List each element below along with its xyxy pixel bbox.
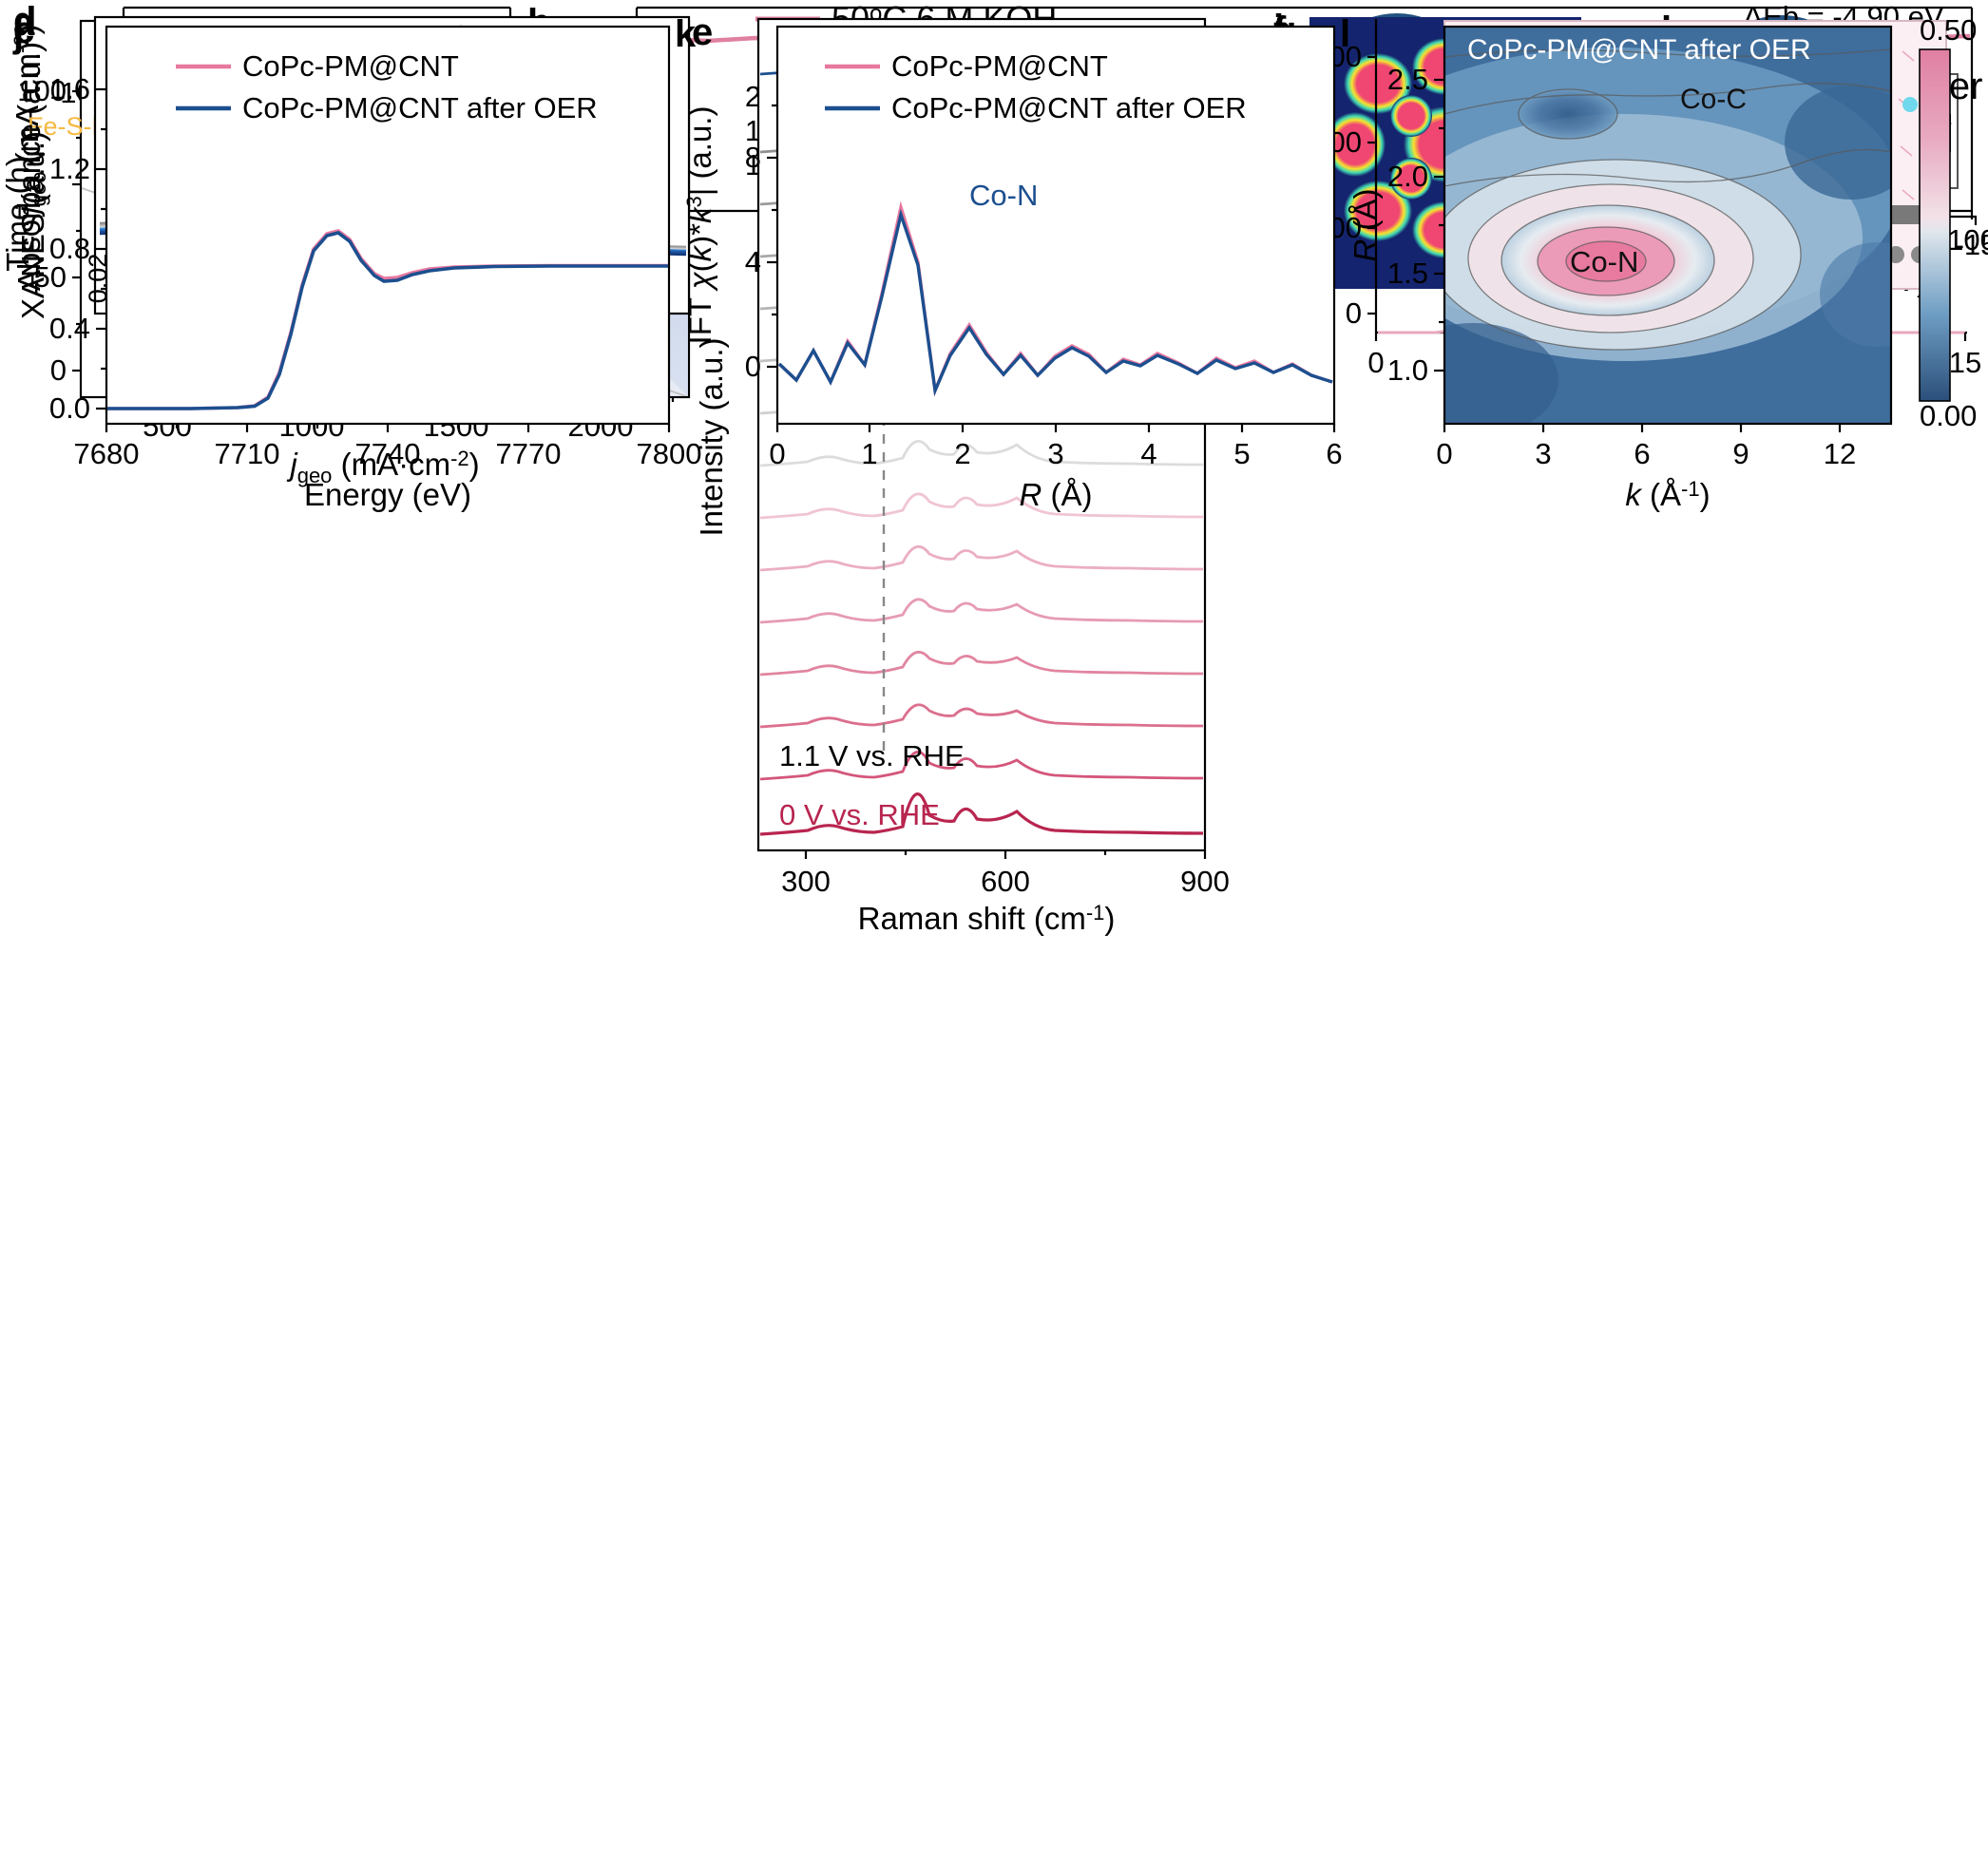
panel-j-ytick-16: 1.6: [49, 72, 90, 105]
panel-c-xlabel: jgeo (mA·cm-2): [286, 447, 479, 487]
panel-k-ylabel: IFT χ(k)*k3| (a.u.): [682, 106, 717, 345]
panel-c-ytick-100: 100: [17, 74, 67, 107]
panel-l-xtick-3: 3: [1535, 437, 1551, 470]
panel-l-colorbar-min: 0.00: [1920, 399, 1977, 432]
panel-j-xtick-7740: 7740: [355, 437, 421, 470]
panel-l-label: l: [1340, 13, 1351, 55]
panel-j-ytick-08: 0.8: [49, 232, 90, 265]
panel-l-xlabel: k (Å-1): [1625, 477, 1710, 512]
panel-k-legend-label-1: CoPc-PM@CNT after OER: [891, 91, 1247, 124]
panel-a-label: a: [13, 2, 35, 44]
panel-k-xtick-6: 6: [1326, 437, 1342, 470]
panel-k-legend-label-0: CoPc-PM@CNT: [891, 49, 1108, 83]
panel-k-label: k: [675, 13, 697, 55]
panel-i-xtick-0: 0: [1367, 346, 1384, 379]
panel-j: j 0.0 0.4 0.8 1.2 1.6 CoPc-PM@CNT CoPc-P…: [0, 0, 701, 538]
panel-h-xtick-15: -15: [1955, 228, 1988, 261]
panel-j-xtick-7680: 7680: [74, 437, 140, 470]
panel-k-xtick-2: 2: [954, 437, 970, 470]
panel-j-ytick-12: 1.2: [49, 152, 90, 185]
panel-i-ytick-0: 0: [1346, 296, 1362, 330]
panel-j-xtick-7770: 7770: [496, 437, 562, 470]
panel-e-annotation-0v: 0 V vs. RHE: [779, 798, 940, 831]
panel-c-ytick-0: 0: [50, 353, 67, 387]
panel-e-xtick-900: 900: [1180, 865, 1230, 898]
panel-b-xtick-100: 100: [1947, 223, 1988, 257]
panel-k-plot: 0 4 8 Co-N CoPc-PM@CNT CoPc-PM@CNT after…: [682, 25, 1343, 512]
panel-k-ytick-4: 4: [745, 245, 761, 278]
panel-k-xtick-1: 1: [861, 437, 877, 470]
panel-j-curve-after-oer: [107, 231, 668, 410]
panel-c-label: c: [13, 10, 35, 51]
panel-j-ytick-00: 0.0: [49, 391, 90, 425]
panel-l-ytick-15: 1.5: [1387, 257, 1428, 290]
panel-k-xtick-5: 5: [1233, 437, 1250, 470]
panel-l-annotation-co-n: Co-N: [1570, 245, 1638, 278]
panel-d-label: d: [13, 0, 37, 42]
panel-l-ytick-20: 2.0: [1387, 160, 1428, 193]
panel-l-ytick-25: 2.5: [1387, 63, 1428, 96]
panel-d-ylabel: Absorbance (a.u.): [11, 42, 47, 291]
panel-l-xtick-6: 6: [1634, 437, 1650, 470]
panel-c-ylabel: Time (h): [0, 156, 35, 272]
panel-l-field: [1444, 27, 1891, 424]
panel-e-ylabel: Intensity (a.u.): [694, 337, 729, 536]
panel-k-curve-after-oer: [777, 208, 1333, 397]
panel-j-frame: [105, 25, 671, 426]
panel-l-xtick-0: 0: [1436, 437, 1452, 470]
panel-j-xtick-7800: 7800: [637, 437, 702, 470]
panel-k-xtick-0: 0: [769, 437, 785, 470]
panel-k-xtick-4: 4: [1140, 437, 1156, 470]
panel-l-xtick-12: 12: [1824, 437, 1856, 470]
panel-l-ylabel: R (Å): [1348, 188, 1383, 261]
panel-k-xlabel: R (Å): [1019, 477, 1092, 512]
panel-i-xtick-15: 15: [1949, 346, 1981, 379]
panel-j-xtick-7710: 7710: [215, 437, 280, 470]
panel-k-ytick-0: 0: [745, 350, 761, 383]
panel-e-label: e: [692, 11, 714, 53]
panel-l-heatmap: CoPc-PM@CNT after OER Co-C Co-N 1.0 1.5 …: [1348, 13, 1977, 512]
panel-c-ytick-50: 50: [34, 260, 67, 294]
panel-j-label: j: [13, 13, 25, 55]
panel-k-ytick-8: 8: [745, 141, 761, 174]
panel-l-colorbar: [1919, 48, 1951, 402]
panel-k-annotation-co-n: Co-N: [969, 179, 1038, 212]
panel-l: l: [1330, 0, 1988, 538]
panel-k: k 0 4 8 Co-N CoPc-PM@CNT CoPc-PM@CNT aft…: [665, 0, 1349, 538]
panel-l-colorbar-max: 0.50: [1920, 13, 1977, 47]
panel-j-ytick-04: 0.4: [49, 312, 90, 345]
panel-e-xlabel: Raman shift (cm-1): [858, 901, 1116, 936]
panel-j-plot: 0.0 0.4 0.8 1.2 1.6 CoPc-PM@CNT CoPc-PM@…: [15, 25, 701, 512]
panel-e-xtick-300: 300: [781, 865, 831, 898]
panel-l-xtick-9: 9: [1732, 437, 1749, 470]
panel-l-annotation-co-c: Co-C: [1680, 84, 1747, 115]
panel-e-annotation-11v: 1.1 V vs. RHE: [779, 739, 965, 772]
panel-j-xlabel: Energy (eV): [304, 477, 471, 512]
panel-l-title: CoPc-PM@CNT after OER: [1467, 34, 1811, 66]
panel-j-legend-label-0: CoPc-PM@CNT: [242, 49, 459, 83]
panel-k-xtick-3: 3: [1047, 437, 1063, 470]
panel-j-ylabel: XANES (a.u.): [15, 131, 50, 319]
panel-l-ytick-10: 1.0: [1387, 353, 1428, 387]
panel-j-legend-label-1: CoPc-PM@CNT after OER: [242, 91, 598, 124]
panel-a-ylabel: jgeo (mA·cm-2): [10, 24, 50, 217]
panel-e-xtick-600: 600: [981, 865, 1030, 898]
